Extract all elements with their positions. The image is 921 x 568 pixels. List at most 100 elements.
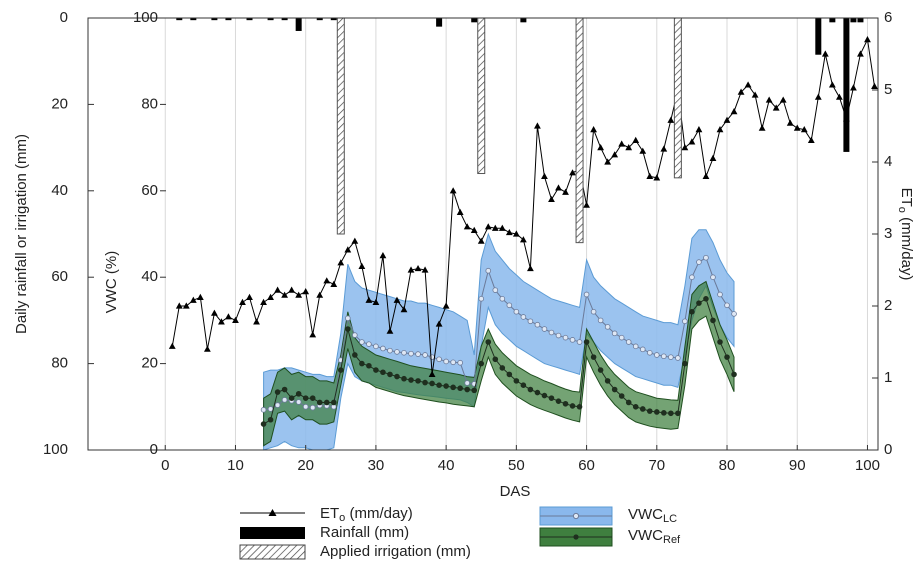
vwc-marker [597,317,604,324]
et-marker [618,140,626,147]
vwc-marker [394,349,400,355]
vwc-marker [499,365,506,371]
vwc-marker [352,332,358,338]
vwc-marker [717,339,723,345]
et-marker [512,230,520,237]
et-marker [519,236,527,243]
x-axis-label: DAS [500,483,531,500]
vwc-marker [653,352,660,358]
et-marker [267,293,274,300]
et-marker [597,144,605,151]
vwc-marker [387,347,393,354]
et-marker [828,81,836,88]
et-marker [211,309,218,316]
vwc-marker [443,383,449,389]
vwc-marker [548,395,555,401]
y2-tick-label: 4 [884,153,892,170]
vwc-marker [380,345,386,352]
rain-bar [267,18,274,21]
et-marker [695,126,703,133]
irrigation-bar [477,17,486,175]
rain-bar [246,18,253,21]
vwc-marker [703,254,709,261]
et-marker [639,147,647,154]
vwc-marker [731,311,737,317]
legend-text: VWC [628,506,663,523]
et-marker [295,291,303,298]
rain-bar [330,18,337,21]
y-tick-label: 80 [51,355,68,372]
y3-tick-label: 60 [141,182,158,199]
et-marker [253,318,260,325]
et-marker [604,158,612,165]
vwc-marker [471,387,478,394]
irrigation-bar [575,17,584,244]
vwc-marker [366,362,372,369]
vwc-marker [387,371,393,378]
et-marker [428,370,436,377]
et-marker [814,93,822,100]
vwc-marker [450,384,456,391]
vwc-marker [583,291,590,298]
legend-lc-marker [572,512,580,520]
vwc-marker [513,378,520,384]
vwc-marker [309,404,316,411]
vwc-marker [457,385,463,392]
vwc-marker [576,403,583,410]
vwc-marker [443,358,449,365]
et-marker [421,266,429,273]
et-marker [414,264,422,272]
y-tick-label: 0 [60,9,68,26]
et-marker [660,145,668,152]
vwc-marker [394,373,400,380]
et-axis-label: ETo (mm/day) [896,188,915,281]
legend-label: Applied irrigation (mm) [320,543,471,560]
y2-tick-label: 0 [884,441,892,458]
vwc-marker [373,367,379,373]
vwc-marker [541,392,548,399]
et-marker [611,151,619,158]
vwc-marker [646,349,653,356]
vwc-marker [288,395,295,401]
vwc-marker [632,403,639,410]
rain-bar [190,18,197,21]
et-marker [189,296,197,303]
legend-text: ET [320,505,339,522]
et-marker [302,288,310,295]
vwc-marker [492,287,499,293]
x-tick-label: 80 [719,457,736,474]
band-layer [260,229,737,451]
legend-label: Rainfall (mm) [320,524,409,541]
et-marker [555,184,562,191]
vwc-marker [450,359,456,366]
et-marker [632,136,640,143]
vwc-marker [422,352,428,358]
et-label-sub: o [896,207,908,213]
vwc-marker [415,351,421,357]
et-marker [491,224,499,231]
vwc-marker [562,400,569,407]
vwc-marker [696,300,702,306]
et-marker [232,316,239,323]
et-marker [857,50,864,57]
vwc-marker [555,332,562,339]
et-marker [850,84,857,91]
y2-tick-label: 6 [884,9,892,26]
et-marker [702,172,710,179]
et-marker [821,50,829,57]
et-marker [534,122,541,129]
vwc-marker [541,326,548,332]
legend-text-sub: o [339,512,345,524]
et-marker [449,187,457,194]
et-marker [681,144,689,151]
vwc-marker [696,259,702,265]
et-marker [758,124,766,131]
vwc-marker [513,308,520,315]
vwc-marker [611,330,618,337]
vwc-marker [345,326,351,332]
x-tick-label: 30 [368,457,385,474]
vwc-marker [689,308,695,315]
et-marker [688,138,696,145]
